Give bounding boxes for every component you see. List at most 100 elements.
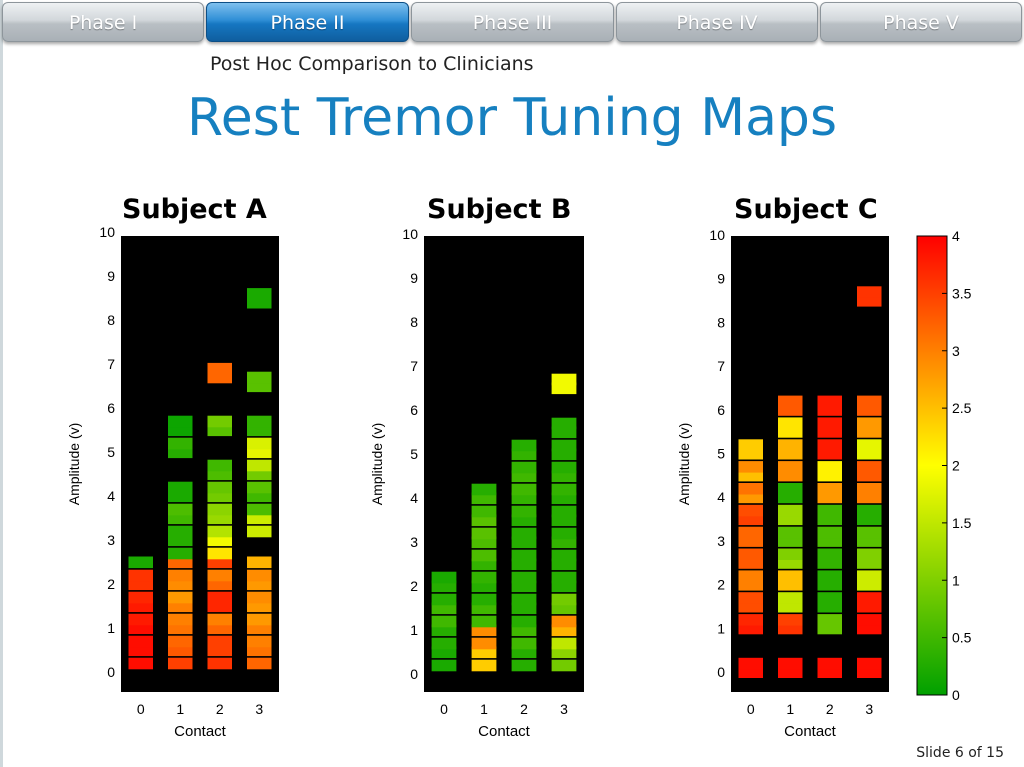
heatmap-cell bbox=[431, 659, 457, 672]
y-tick-label: 3 bbox=[717, 533, 725, 549]
heatmap-cell bbox=[511, 505, 537, 518]
heatmap-cell bbox=[247, 490, 272, 503]
heatmap-cell bbox=[511, 470, 537, 483]
heatmap-cell bbox=[857, 469, 882, 482]
y-tick-label: 0 bbox=[410, 666, 418, 682]
heatmap-cell bbox=[247, 296, 272, 309]
heatmap-cell bbox=[168, 569, 193, 582]
heatmap-cell bbox=[168, 481, 193, 494]
heatmap-cell bbox=[247, 424, 272, 437]
heatmap-cell bbox=[168, 446, 193, 459]
heatmap-cell bbox=[738, 579, 763, 591]
heatmap-cell bbox=[511, 461, 537, 474]
tab-label: Phase I bbox=[68, 12, 138, 34]
colorbar-tick-label: 1 bbox=[952, 572, 960, 588]
tab-phase-1[interactable]: Phase I bbox=[2, 2, 204, 42]
heatmap-cell bbox=[511, 659, 537, 672]
heatmap-cell bbox=[207, 459, 232, 472]
heatmap-cell bbox=[247, 288, 272, 300]
heatmap-cell bbox=[128, 635, 153, 648]
heatmap-cell bbox=[738, 526, 763, 539]
heatmap-cell bbox=[168, 657, 193, 670]
colorbar-tick-label: 2.5 bbox=[952, 400, 972, 416]
heatmap-subject-b: 0 1 2 3 4 5 6 7 8 9 10 0 1 2 3 Contact Amplitude (v) bbox=[369, 226, 584, 740]
heatmap-cell bbox=[551, 624, 577, 637]
heatmap-cell bbox=[168, 512, 193, 525]
slide-number: Slide 6 of 15 bbox=[916, 745, 1004, 761]
heatmap-cell bbox=[551, 593, 577, 606]
heatmap-cell bbox=[778, 448, 803, 460]
heatmap-cell bbox=[738, 570, 763, 582]
heatmap-cell bbox=[247, 622, 272, 635]
y-axis-label: Amplitude (v) bbox=[66, 423, 82, 505]
heatmap-cell bbox=[471, 514, 497, 527]
heatmap-cell bbox=[207, 481, 232, 494]
heatmap-cell bbox=[511, 580, 537, 593]
y-tick-label: 0 bbox=[107, 664, 115, 680]
heatmap-cell bbox=[511, 483, 537, 496]
heatmap-cell bbox=[511, 637, 537, 650]
y-tick-label: 1 bbox=[717, 620, 725, 636]
x-tick-label: 0 bbox=[747, 701, 755, 717]
heatmap-cell bbox=[471, 659, 497, 672]
heatmap-cell bbox=[247, 613, 272, 626]
y-tick-label: 10 bbox=[402, 226, 418, 242]
heatmap-cell bbox=[511, 549, 537, 562]
heatmap-cell bbox=[857, 666, 882, 678]
heatmap-cell bbox=[778, 417, 803, 429]
heatmap-cell bbox=[247, 525, 272, 538]
heatmap-cell bbox=[817, 395, 842, 408]
x-tick-label: 1 bbox=[786, 701, 794, 717]
heatmap-cell bbox=[431, 593, 457, 606]
heatmap-cell bbox=[778, 579, 803, 591]
heatmap-cell bbox=[511, 536, 537, 549]
heatmap-cell bbox=[857, 601, 882, 613]
heatmap-cell bbox=[778, 461, 803, 473]
chart-title-subject-a: Subject A bbox=[122, 194, 267, 225]
heatmap-cell bbox=[857, 491, 882, 504]
heatmap-cell bbox=[778, 513, 803, 526]
heatmap-cell bbox=[431, 646, 457, 659]
heatmap-cell bbox=[247, 556, 272, 569]
y-tick-label: 9 bbox=[107, 268, 115, 284]
heatmap-cell bbox=[857, 461, 882, 473]
heatmap-cell bbox=[128, 591, 153, 604]
heatmap-cell bbox=[738, 592, 763, 604]
heatmap-cell bbox=[857, 535, 882, 547]
heatmap-cell bbox=[857, 448, 882, 460]
heatmap-cell bbox=[511, 646, 537, 659]
heatmap-cell bbox=[778, 601, 803, 613]
heatmap-cell bbox=[817, 404, 842, 416]
y-tick-label: 8 bbox=[107, 312, 115, 328]
y-tick-label: 1 bbox=[410, 622, 418, 638]
heatmap-cell bbox=[168, 622, 193, 635]
tab-phase-3[interactable]: Phase III bbox=[411, 2, 614, 42]
x-tick-label: 3 bbox=[865, 701, 873, 717]
heatmap-cell bbox=[857, 286, 882, 298]
heatmap-cell bbox=[471, 580, 497, 593]
y-tick-label: 3 bbox=[107, 532, 115, 548]
heatmap-cell bbox=[128, 600, 153, 613]
heatmap-cell bbox=[247, 600, 272, 613]
heatmap-cell bbox=[857, 439, 882, 451]
y-tick-label: 2 bbox=[107, 576, 115, 592]
heatmap-cell bbox=[551, 426, 577, 439]
heatmap-cell bbox=[168, 525, 193, 538]
heatmap-cell bbox=[511, 602, 537, 615]
tab-phase-4[interactable]: Phase IV bbox=[616, 2, 818, 42]
heatmap-cell bbox=[778, 439, 803, 451]
tab-label: Phase II bbox=[270, 12, 345, 34]
heatmap-cell bbox=[817, 491, 842, 504]
tab-phase-5[interactable]: Phase V bbox=[820, 2, 1022, 42]
heatmap-cell bbox=[551, 571, 577, 584]
heatmap-cell bbox=[817, 526, 842, 539]
heatmap-cell bbox=[168, 591, 193, 604]
slide-left-border bbox=[0, 0, 3, 767]
y-tick-label: 7 bbox=[410, 358, 418, 374]
tab-phase-2[interactable]: Phase II bbox=[206, 2, 409, 42]
heatmap-cell bbox=[857, 579, 882, 591]
heatmap-cell bbox=[857, 622, 882, 635]
heatmap-cell bbox=[247, 481, 272, 494]
heatmap-cell bbox=[207, 503, 232, 516]
